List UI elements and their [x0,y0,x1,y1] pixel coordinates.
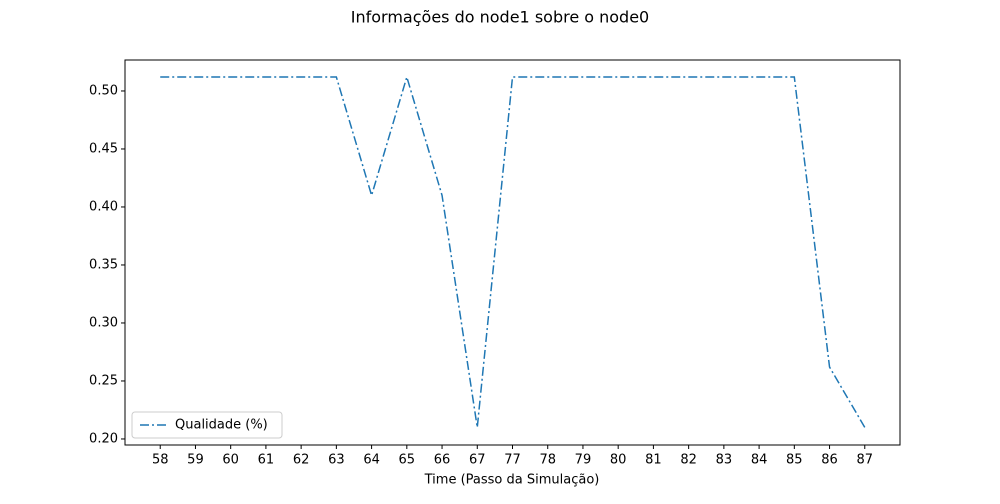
legend-label: Qualidade (%) [175,418,268,433]
data-line [160,74,866,428]
y-tick-label: 0.35 [89,257,118,272]
x-tick-label: 61 [258,453,275,468]
plot-frame [124,59,901,446]
x-tick-label: 84 [751,453,768,468]
chart-title: Informações do node1 sobre o node0 [351,8,649,27]
x-tick-label: 81 [645,453,662,468]
y-tick-label: 0.20 [89,431,118,446]
x-tick-label: 83 [716,453,733,468]
x-tick-label: 62 [293,453,310,468]
x-tick-label: 77 [504,453,521,468]
x-tick-label: 78 [539,453,556,468]
x-tick-label: 64 [363,453,380,468]
x-tick-label: 60 [222,453,239,468]
x-tick-label: 82 [680,453,697,468]
x-tick-label: 65 [399,453,416,468]
x-tick-label: 85 [786,453,803,468]
y-tick-label: 0.30 [89,315,118,330]
x-tick-label: 79 [575,453,592,468]
y-tick-label: 0.25 [89,373,118,388]
x-tick-label: 87 [856,453,873,468]
y-tick-label: 0.40 [89,199,118,214]
x-tick-label: 66 [434,453,451,468]
x-axis-label: Time (Passo da Simulação) [424,473,600,488]
x-tick-label: 63 [328,453,345,468]
x-tick-label: 86 [821,453,838,468]
x-tick-label: 58 [152,453,169,468]
x-tick-label: 67 [469,453,486,468]
y-tick-label: 0.50 [89,83,118,98]
legend-box [131,411,283,439]
y-tick-label: 0.45 [89,141,118,156]
x-tick-label: 80 [610,453,627,468]
x-tick-label: 59 [187,453,204,468]
